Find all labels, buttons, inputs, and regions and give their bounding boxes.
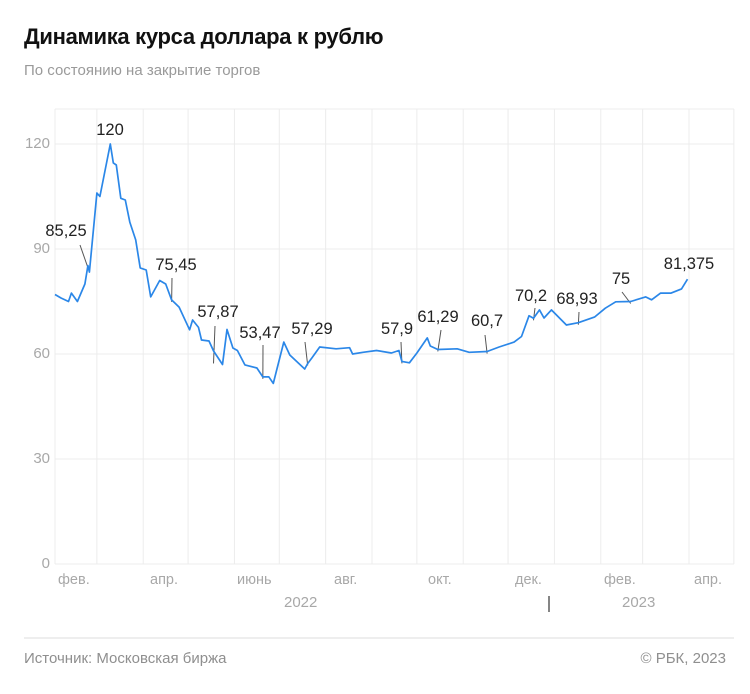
x-tick-label: фев. — [604, 572, 636, 588]
y-tick-label: 30 — [33, 450, 50, 467]
x-tick-label: апр. — [694, 572, 723, 588]
y-tick-label: 0 — [41, 555, 50, 572]
annotation-leader — [213, 325, 216, 364]
x-tick-label: дек. — [515, 572, 542, 588]
annotation-leader — [79, 244, 89, 268]
annotation-leader — [437, 329, 442, 352]
annotation-label: 68,93 — [556, 290, 598, 308]
annotation-leader — [484, 334, 488, 354]
annotation-leader — [304, 341, 309, 366]
annotation-label: 120 — [96, 121, 124, 139]
annotation-label: 75,45 — [155, 256, 197, 274]
series-line — [54, 143, 689, 385]
x-tick-label: окт. — [428, 572, 452, 588]
x-tick-label: авг. — [334, 572, 358, 588]
y-tick-label: 90 — [33, 240, 50, 257]
x-tick-label: апр. — [150, 572, 179, 588]
x-tick-label: июнь — [237, 572, 272, 588]
y-tick-label: 60 — [33, 345, 50, 362]
x-tick-label: фев. — [58, 572, 90, 588]
annotation-label: 85,25 — [45, 222, 87, 240]
chart-title: Динамика курса доллара к рублю — [24, 24, 384, 49]
annotation-label: 61,29 — [417, 308, 459, 326]
annotation-label: 75 — [611, 270, 631, 288]
annotation-label: 60,7 — [470, 312, 504, 330]
chart-subtitle: По состоянию на закрытие торгов — [24, 62, 261, 79]
copyright: © РБК, 2023 — [640, 650, 726, 667]
annotation-label: 53,47 — [239, 324, 281, 342]
source-note: Источник: Московская биржа — [24, 650, 227, 667]
year-label: 2023 — [622, 594, 656, 611]
year-label: 2022 — [284, 594, 318, 611]
annotation-label: 57,9 — [380, 320, 414, 338]
grid — [54, 108, 735, 565]
annotation-label: 57,29 — [291, 320, 333, 338]
annotation-label: 57,87 — [197, 303, 239, 321]
annotation-label: 81,375 — [663, 255, 715, 273]
annotation-label: 70,2 — [514, 287, 548, 305]
y-tick-label: 120 — [24, 135, 50, 152]
